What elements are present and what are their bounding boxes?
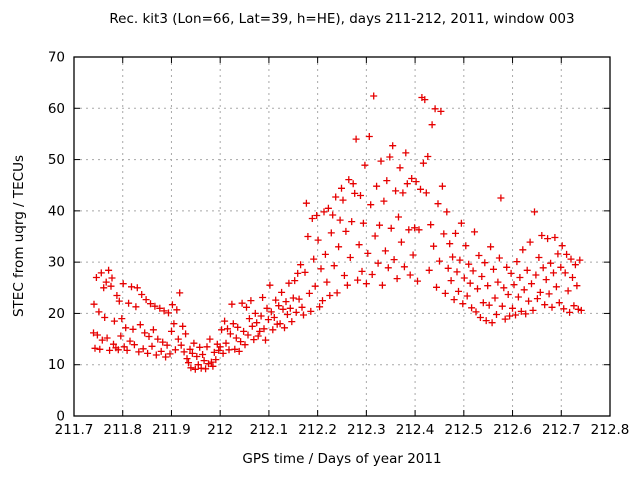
svg-text:212.7: 212.7: [542, 422, 581, 438]
svg-text:40: 40: [48, 203, 65, 219]
svg-text:212.3: 212.3: [347, 422, 386, 438]
svg-text:211.7: 211.7: [55, 422, 94, 438]
svg-text:212: 212: [207, 422, 233, 438]
svg-text:212.5: 212.5: [444, 422, 483, 438]
svg-text:20: 20: [48, 306, 65, 322]
svg-text:60: 60: [48, 101, 65, 117]
svg-text:212.8: 212.8: [591, 422, 630, 438]
data-points: [90, 92, 585, 373]
svg-text:211.9: 211.9: [152, 422, 191, 438]
svg-text:212.1: 212.1: [250, 422, 289, 438]
svg-text:212.2: 212.2: [298, 422, 337, 438]
axis-ticks: [73, 56, 611, 417]
svg-text:30: 30: [48, 255, 65, 271]
x-axis-label: GPS time / Days of year 2011: [242, 451, 442, 467]
grid-lines: [74, 57, 610, 416]
svg-text:0: 0: [56, 409, 65, 425]
svg-text:70: 70: [48, 50, 65, 66]
svg-text:212.4: 212.4: [396, 422, 435, 438]
tick-labels: 211.7 211.8 211.9 212 212.1 212.2 212.3 212.4 21…: [48, 50, 630, 439]
svg-text:212.6: 212.6: [493, 422, 532, 438]
svg-text:211.8: 211.8: [103, 422, 142, 438]
plot-border: [73, 56, 611, 417]
svg-text:50: 50: [48, 152, 65, 168]
svg-text:10: 10: [48, 357, 65, 373]
chart-title: Rec. kit3 (Lon=66, Lat=39, h=HE), days 2…: [109, 11, 575, 27]
